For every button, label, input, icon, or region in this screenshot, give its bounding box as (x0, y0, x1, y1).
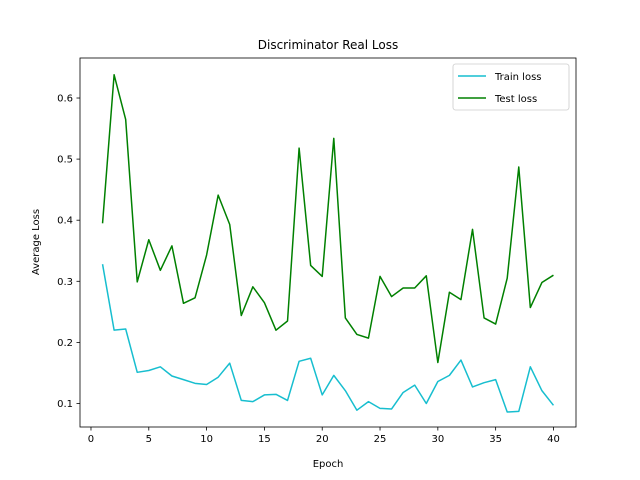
x-tick-label: 35 (489, 434, 502, 445)
y-axis-label: Average Loss (31, 209, 42, 275)
plot-area (101, 74, 555, 413)
y-tick-label: 0.4 (57, 216, 73, 227)
y-tick-label: 0.3 (57, 277, 73, 288)
y-tick-label: 0.5 (57, 155, 73, 166)
series-line-1 (101, 264, 555, 413)
x-tick-label: 15 (258, 434, 271, 445)
series-line-2 (101, 74, 554, 364)
y-axis: 0.1 0.2 0.3 0.4 0.5 0.6 (57, 94, 80, 410)
y-tick-label: 0.1 (57, 399, 73, 410)
x-tick-label: 0 (88, 434, 94, 445)
x-tick-label: 10 (200, 434, 213, 445)
x-tick-label: 40 (547, 434, 560, 445)
x-axis: 0 5 10 15 20 25 30 35 40 (88, 427, 560, 445)
x-axis-label: Epoch (313, 459, 344, 470)
chart-title: Discriminator Real Loss (258, 38, 398, 52)
x-tick-label: 20 (316, 434, 329, 445)
plot-frame (79, 57, 577, 428)
legend-label: Train loss (494, 72, 542, 83)
legend: Train loss Test loss (452, 63, 570, 111)
y-tick-label: 0.2 (57, 338, 73, 349)
x-tick-label: 25 (374, 434, 387, 445)
legend-label: Test loss (494, 94, 537, 105)
y-tick-label: 0.6 (57, 94, 73, 105)
x-tick-label: 30 (431, 434, 444, 445)
x-tick-label: 5 (146, 434, 152, 445)
